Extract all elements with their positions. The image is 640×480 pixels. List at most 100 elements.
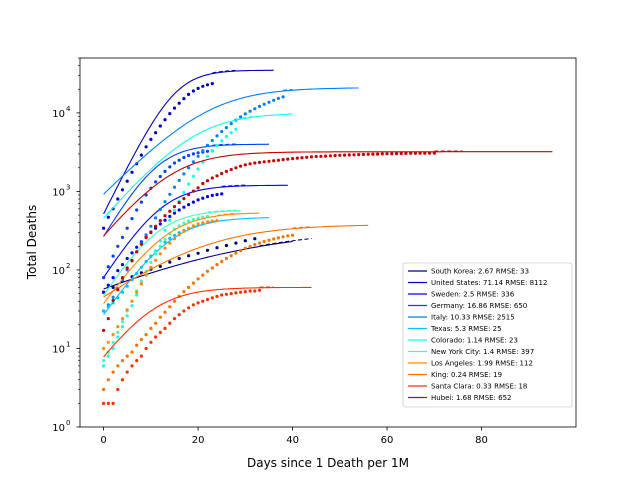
legend-label: Sweden: 2.5 RMSE: 336 [431, 291, 515, 299]
data-point [210, 219, 214, 223]
data-point [177, 101, 181, 105]
x-tick-label: 80 [475, 435, 488, 446]
data-point [347, 153, 351, 157]
data-point [135, 343, 139, 347]
data-point [267, 238, 271, 242]
data-point [276, 236, 280, 240]
data-point [125, 370, 129, 374]
data-point [172, 205, 177, 209]
data-point [272, 159, 276, 163]
data-point [130, 251, 134, 255]
data-point [102, 387, 106, 392]
data-point [172, 299, 177, 303]
data-point [253, 289, 257, 293]
data-point [139, 200, 143, 204]
data-point [215, 294, 219, 298]
data-point [111, 285, 115, 289]
data-point [130, 350, 134, 354]
data-point [187, 153, 191, 158]
data-point [177, 233, 181, 237]
data-point [135, 359, 139, 363]
data-point [163, 218, 167, 222]
data-point [149, 340, 153, 344]
data-point [319, 154, 323, 158]
data-point [139, 282, 143, 286]
data-point [399, 151, 403, 156]
data-point [201, 273, 205, 277]
data-point [418, 151, 422, 155]
data-point [234, 127, 238, 131]
y-tick-exponent: 2 [66, 262, 70, 270]
data-point [168, 305, 172, 309]
data-point [215, 219, 219, 223]
y-tick-label: 10 [52, 109, 65, 120]
data-point [210, 193, 214, 197]
fit-line [103, 286, 312, 358]
legend-label: New York City: 1.4 RMSE: 397 [431, 348, 534, 356]
data-point [229, 167, 233, 172]
data-point [130, 258, 134, 263]
data-point [144, 333, 148, 337]
data-point [149, 260, 153, 264]
data-point [154, 131, 158, 135]
data-point [205, 149, 210, 153]
data-point [243, 290, 247, 294]
data-point [158, 222, 162, 226]
data-point [210, 296, 214, 300]
data-point [366, 152, 370, 156]
data-point [291, 233, 295, 237]
data-point [154, 335, 158, 339]
data-point [191, 200, 195, 204]
data-point [205, 154, 210, 158]
data-point [205, 179, 210, 183]
data-point [139, 354, 143, 358]
legend-label: Los Angeles: 1.99 RMSE: 112 [431, 360, 533, 368]
plot-frame [79, 57, 577, 428]
data-point [102, 276, 106, 280]
data-point [234, 291, 238, 295]
y-tick-exponent: 1 [66, 340, 70, 348]
series-germany [102, 143, 270, 280]
data-point [120, 325, 125, 329]
data-point [409, 151, 413, 155]
x-tick-label: 0 [100, 435, 106, 446]
data-point [163, 326, 167, 330]
data-point [111, 401, 115, 405]
data-point [385, 152, 389, 156]
data-point [168, 321, 172, 325]
data-point [144, 273, 148, 277]
data-point [187, 166, 191, 170]
data-point [102, 328, 106, 332]
projection-line [292, 226, 312, 229]
data-point [130, 217, 134, 221]
legend-label: Santa Clara: 0.33 RMSE: 18 [431, 383, 527, 391]
data-point [163, 169, 167, 173]
data-point [168, 209, 172, 213]
data-point [139, 265, 143, 269]
data-point [158, 252, 162, 256]
data-point [130, 170, 134, 174]
data-point [187, 92, 191, 96]
data-point [182, 97, 186, 101]
data-point [248, 244, 252, 249]
data-point [102, 290, 106, 294]
data-point [286, 157, 290, 161]
data-point [172, 211, 177, 215]
data-point [191, 224, 195, 228]
data-point [187, 306, 191, 310]
data-point [163, 214, 167, 218]
legend: South Korea: 2.67 RMSE: 33 United States:… [402, 262, 573, 408]
data-point [428, 151, 432, 155]
data-point [111, 301, 115, 305]
data-point [281, 95, 285, 99]
data-point [116, 197, 120, 201]
series-layer [102, 69, 553, 405]
data-point [111, 276, 115, 280]
data-point [210, 82, 214, 86]
data-point [172, 317, 177, 321]
data-point [158, 244, 162, 248]
data-point [111, 254, 115, 258]
data-point [314, 154, 318, 159]
data-point [215, 174, 219, 178]
